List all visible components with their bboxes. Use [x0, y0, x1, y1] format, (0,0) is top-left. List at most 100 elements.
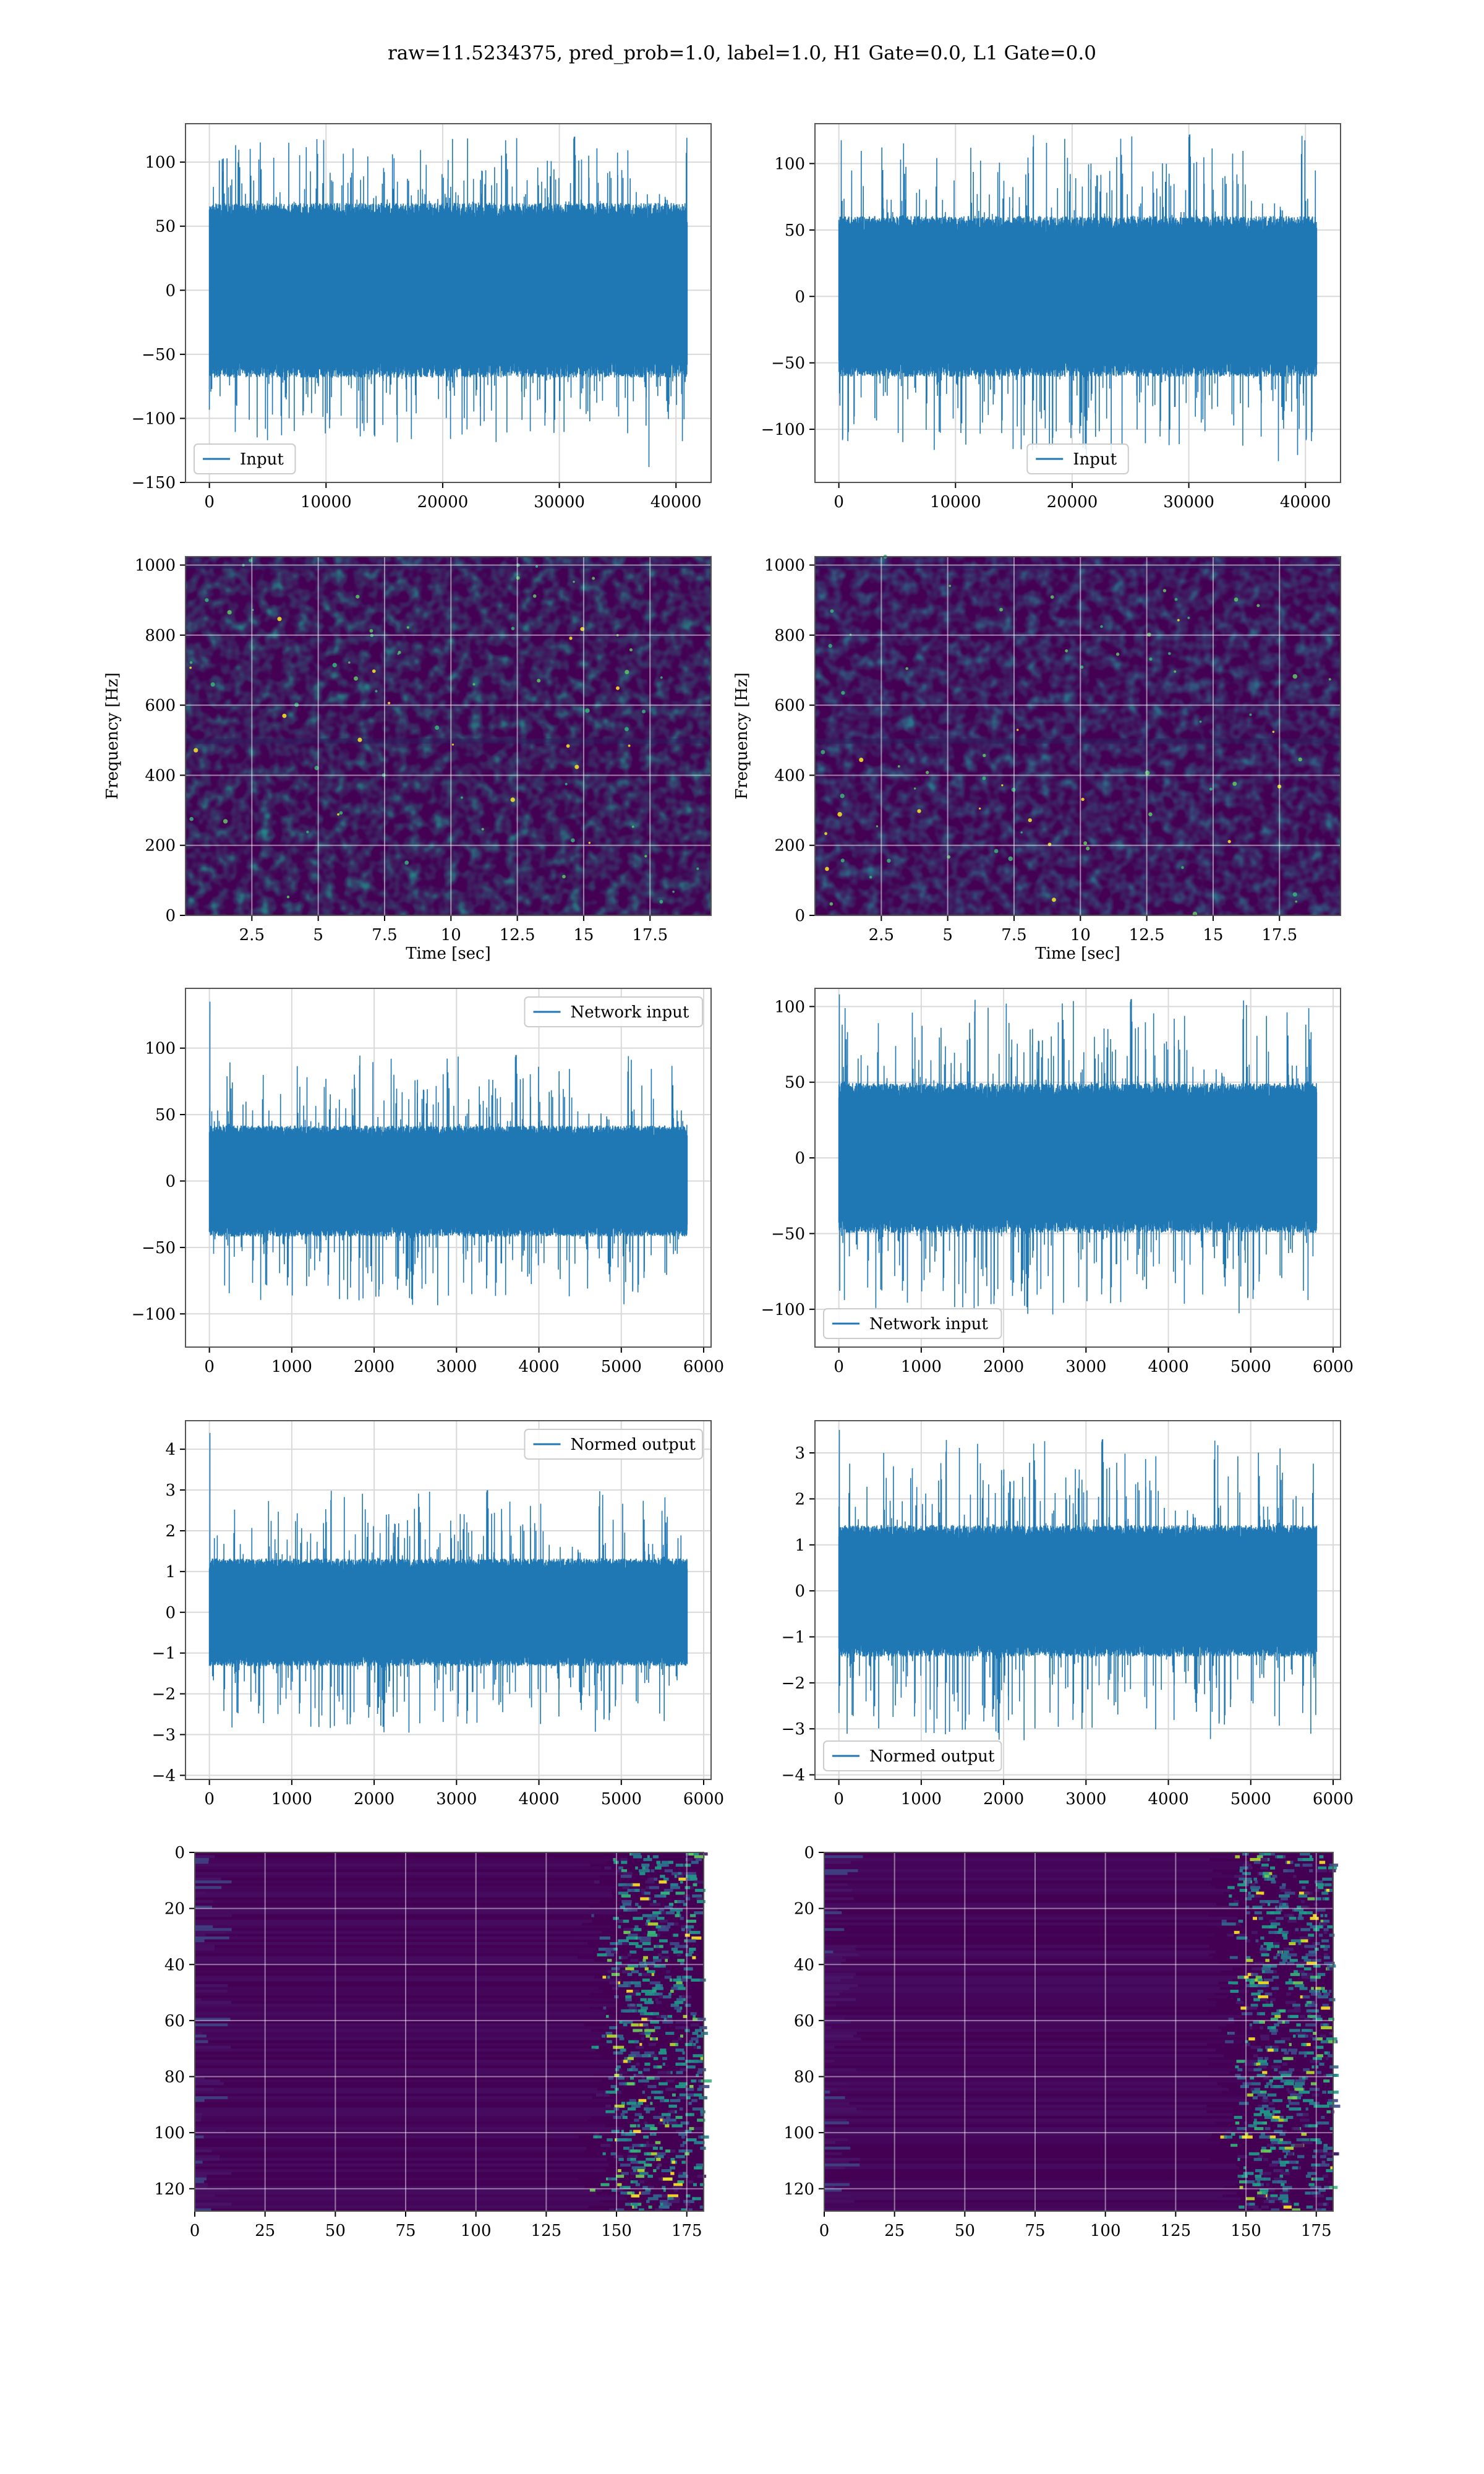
h1-feature-map-activation — [642, 1866, 646, 1870]
l1-feature-map-row — [824, 2202, 1242, 2206]
h1-feature-map-activation — [652, 2012, 657, 2016]
l1-feature-map-activation — [1248, 2124, 1257, 2128]
h1-feature-map-activation — [591, 2045, 599, 2049]
h1-network-input-ytick-label-2: 0 — [165, 1172, 176, 1191]
h1-spectrogram-speckle — [659, 900, 663, 904]
h1-feature-map-activation — [605, 1948, 614, 1951]
l1-feature-map-row — [824, 2107, 1234, 2111]
h1-feature-map-activation — [683, 1903, 688, 1906]
h1-feature-map-activation — [607, 1959, 612, 1963]
h1-feature-map-activation — [685, 2087, 694, 2091]
h1-feature-map-activation — [699, 2205, 703, 2209]
h1-feature-map-activation — [634, 1925, 639, 1928]
l1-feature-map-activation — [1253, 1917, 1258, 1920]
h1-feature-map-activation — [646, 2110, 650, 2113]
h1-feature-map-activation — [611, 2129, 620, 2133]
h1-feature-map-activation — [691, 2079, 696, 2083]
l1-spectrogram-speckle — [1181, 866, 1184, 870]
h1-normed-output-legend-box — [524, 1429, 703, 1460]
h1-feature-map-activation — [692, 2197, 701, 2201]
h1-feature-map-activation — [618, 1925, 621, 1928]
l1-feature-map-activation — [1327, 1925, 1334, 1928]
h1-spectrogram-speckle — [696, 867, 699, 870]
l1-normed-output-legend-label: Normed output — [869, 1747, 995, 1766]
l1-feature-map-activation — [1286, 2001, 1297, 2005]
l1-feature-map-activation — [1246, 1984, 1250, 1987]
l1-spectrogram-speckle — [978, 807, 981, 810]
h1-feature-map-activation — [672, 2160, 676, 2164]
l1-spectrogram-xtick-label-1: 5 — [942, 926, 953, 944]
h1-feature-map-activation — [682, 2051, 685, 2055]
axes-l1-normed-output: 0 1000 2000 3000 4000 5000 6000−4−3−2−10123Nor… — [782, 1420, 1354, 1808]
h1-feature-map-activation — [613, 1917, 619, 1920]
h1-feature-map-activation — [627, 2082, 634, 2086]
h1-feature-map-activation — [635, 2045, 644, 2049]
l1-feature-map-activation — [1245, 1880, 1251, 1884]
l1-feature-map-activation — [1281, 1930, 1289, 1934]
l1-feature-map-activation — [1247, 1894, 1252, 1898]
l1-feature-map-activation — [1271, 2012, 1281, 2016]
l1-feature-map-activation — [1260, 2183, 1264, 2186]
h1-feature-map-activation — [662, 2057, 668, 2060]
l1-feature-map-row — [824, 1984, 1232, 1987]
h1-feature-map-activation — [621, 1900, 632, 1904]
l1-spectrogram-ytick-label-1: 200 — [774, 837, 805, 855]
h1-feature-map-activation — [630, 2149, 641, 2153]
h1-feature-map-activation — [636, 2175, 644, 2178]
l1-feature-map-activation — [1308, 2012, 1311, 2016]
h1-feature-map-activation — [687, 1877, 691, 1881]
h1-feature-map-activation — [662, 2062, 665, 2066]
l1-spectrogram-image-texture — [815, 557, 1341, 915]
l1-feature-map-row — [824, 2065, 1245, 2069]
h1-feature-map-activation — [611, 2188, 616, 2192]
h1-network-input-legend-box — [524, 996, 703, 1027]
l1-feature-map-activation — [1260, 2026, 1264, 2029]
l1-feature-map-activation — [1302, 1864, 1313, 1867]
h1-feature-map-activation — [684, 1925, 694, 1928]
l1-feature-map-activation — [1311, 1959, 1321, 1963]
l1-feature-map-activation — [1327, 2102, 1335, 2105]
h1-feature-map-activation — [599, 1936, 611, 1940]
h1-feature-map-activation — [638, 2009, 647, 2013]
h1-spectrogram-speckle — [532, 594, 537, 598]
h1-feature-map-activation — [665, 1959, 668, 1963]
l1-feature-map-row-left — [824, 2107, 857, 2111]
h1-feature-map-xtick-label-1: 25 — [255, 2222, 275, 2240]
l1-feature-map-activation — [1274, 1906, 1278, 1909]
l1-feature-map-activation — [1263, 2076, 1269, 2080]
h1-feature-map-activation — [657, 2071, 660, 2074]
h1-feature-map-row — [195, 2065, 601, 2069]
h1-feature-map-row — [195, 1883, 589, 1886]
h1-feature-map-activation — [644, 1967, 649, 1971]
h1-feature-map-activation — [650, 2020, 659, 2024]
l1-feature-map-activation — [1290, 2144, 1295, 2147]
l1-spectrogram-speckle — [829, 902, 834, 906]
h1-feature-map-row — [195, 2012, 606, 2016]
l1-feature-map-activation — [1268, 2048, 1274, 2052]
l1-feature-map-activation — [1230, 1990, 1239, 1993]
l1-feature-map-activation — [1245, 2133, 1252, 2136]
l1-feature-map-activation — [1306, 1961, 1317, 1965]
h1-feature-map-activation — [606, 2091, 617, 2094]
h1-feature-map-activation — [686, 1939, 696, 1943]
h1-spectrogram-speckle — [306, 831, 309, 834]
h1-feature-map-row — [195, 2043, 608, 2047]
l1-feature-map-activation — [1282, 2186, 1292, 2189]
h1-feature-map-activation — [631, 1888, 635, 1892]
l1-feature-map-ytick-label-2: 40 — [794, 1956, 814, 1974]
l1-feature-map-activation — [1262, 2003, 1274, 2007]
l1-feature-map-activation — [1249, 2006, 1258, 2010]
l1-feature-map-row — [824, 2073, 1209, 2077]
h1-feature-map-activation — [643, 2012, 654, 2016]
h1-spectrogram-speckle — [481, 828, 484, 831]
l1-feature-map-activation — [1315, 2018, 1323, 2021]
h1-feature-map-activation — [680, 2121, 689, 2125]
l1-feature-map-row — [824, 1860, 1244, 1864]
h1-feature-map-activation — [638, 1972, 642, 1976]
h1-feature-map-activation — [693, 2054, 704, 2058]
h1-feature-map-activation — [633, 2180, 638, 2184]
l1-spectrogram-speckle — [905, 667, 908, 670]
l1-spectrogram-speckle — [1232, 781, 1237, 786]
h1-feature-map-row-left — [195, 1984, 228, 1987]
